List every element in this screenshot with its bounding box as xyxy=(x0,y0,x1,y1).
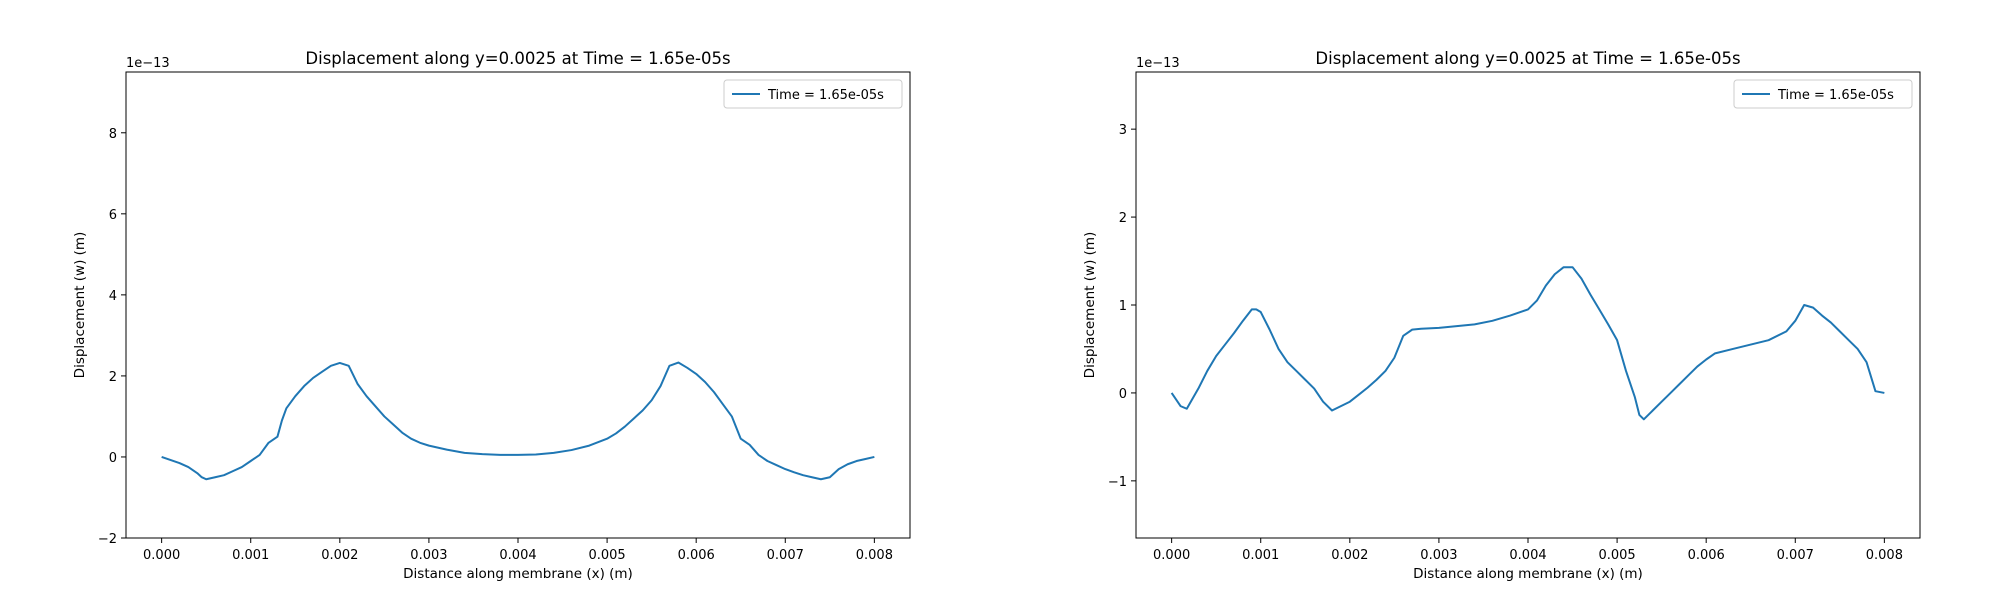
x-tick-label: 0.003 xyxy=(1420,548,1457,563)
y-tick-label: 0 xyxy=(1119,387,1127,402)
axes-frame xyxy=(1135,71,1921,539)
y-tick-label: 4 xyxy=(109,289,117,304)
x-tick-label: 0.005 xyxy=(1598,548,1635,563)
legend-box xyxy=(1733,79,1913,109)
x-tick-label: 0.007 xyxy=(767,548,804,563)
y-axis-label: Displacement (w) (m) xyxy=(72,232,88,379)
y-tick-label: 6 xyxy=(109,208,117,223)
left-chart-panel: 0.000 0.001 0.002 0.003 0.004 0.005 0.006 0.007… xyxy=(72,49,911,582)
y-tick-label: 0 xyxy=(109,451,117,466)
y-tick-label: 1 xyxy=(1119,299,1127,314)
x-tick-label: 0.001 xyxy=(232,548,269,563)
legend-entry-label: Time = 1.65e-05s xyxy=(767,88,884,103)
x-axis-label: Distance along membrane (x) (m) xyxy=(1413,566,1643,582)
legend: Time = 1.65e-05s xyxy=(1733,79,1913,109)
x-tick-label: 0.006 xyxy=(678,548,715,563)
series-line-0 xyxy=(161,361,875,481)
x-tick-label: 0.008 xyxy=(856,548,893,563)
y-tick-label: 2 xyxy=(109,370,117,385)
x-tick-label: 0.003 xyxy=(410,548,447,563)
x-tick-label: 0.008 xyxy=(1866,548,1903,563)
chart-title: Displacement along y=0.0025 at Time = 1.… xyxy=(1315,49,1740,68)
legend: Time = 1.65e-05s xyxy=(723,79,903,109)
y-tick-label: −2 xyxy=(98,532,117,547)
x-tick-label: 0.000 xyxy=(143,548,180,563)
x-tick-label: 0.004 xyxy=(1509,548,1546,563)
right-chart-panel: 0.000 0.001 0.002 0.003 0.004 0.005 0.006 0.007… xyxy=(1082,49,1921,582)
x-tick-label: 0.007 xyxy=(1777,548,1814,563)
y-tick-label: 8 xyxy=(109,127,117,142)
series-line-0 xyxy=(1170,266,1885,421)
chart-title: Displacement along y=0.0025 at Time = 1.… xyxy=(305,49,730,68)
y-tick-label: 3 xyxy=(1119,123,1127,138)
legend-box xyxy=(723,79,903,109)
x-tick-label: 0.000 xyxy=(1153,548,1190,563)
y-offset-label: 1e−13 xyxy=(1136,56,1180,71)
axes-frame xyxy=(125,71,911,539)
x-axis-label: Distance along membrane (x) (m) xyxy=(403,566,633,582)
x-tick-label: 0.004 xyxy=(499,548,536,563)
x-tick-label: 0.002 xyxy=(321,548,358,563)
x-tick-label: 0.002 xyxy=(1331,548,1368,563)
legend-entry-label: Time = 1.65e-05s xyxy=(1777,88,1894,103)
y-tick-label: 2 xyxy=(1119,211,1127,226)
x-tick-label: 0.006 xyxy=(1688,548,1725,563)
x-tick-label: 0.001 xyxy=(1242,548,1279,563)
y-tick-label: −1 xyxy=(1108,475,1127,490)
x-tick-label: 0.005 xyxy=(588,548,625,563)
y-axis-label: Displacement (w) (m) xyxy=(1082,232,1098,379)
y-offset-label: 1e−13 xyxy=(126,56,170,71)
